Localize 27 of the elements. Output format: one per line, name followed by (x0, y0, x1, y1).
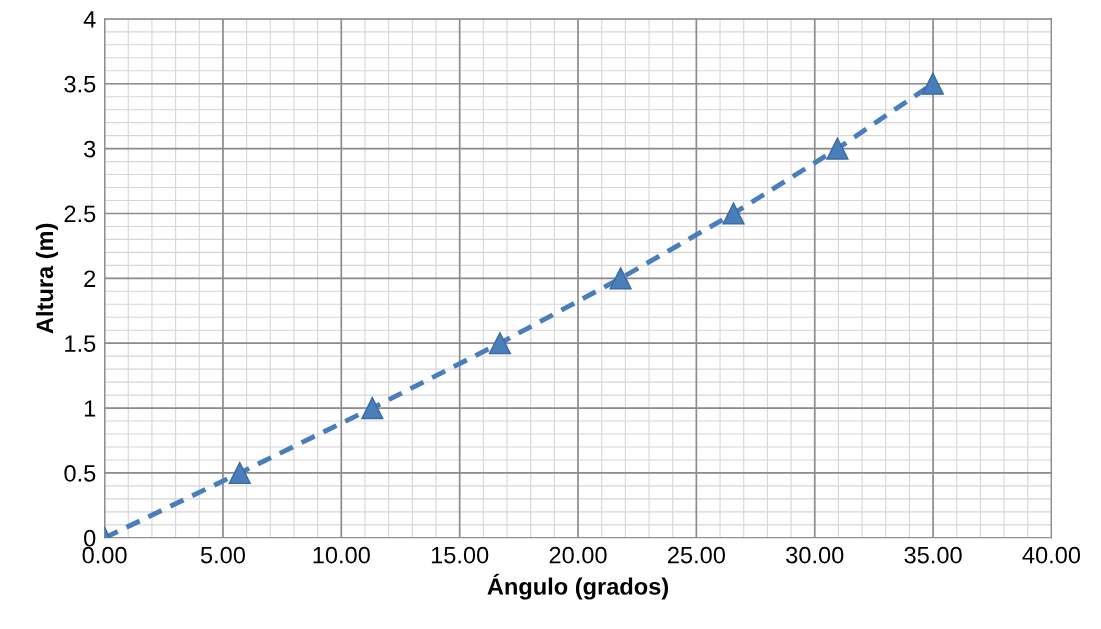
x-tick-label: 35.00 (904, 546, 962, 564)
y-tick-label: 1 (84, 400, 96, 417)
point (826, 137, 849, 160)
point (921, 72, 944, 95)
point (228, 461, 251, 485)
y-tick-label: 2 (84, 270, 96, 287)
point (722, 202, 745, 225)
point (609, 267, 632, 290)
y-tick-label: 0.5 (64, 465, 96, 482)
x-tick-label: 10.00 (313, 546, 370, 564)
x-tick-label: 20.00 (549, 546, 607, 564)
y-tick-label: 4 (83, 11, 96, 28)
point (488, 332, 512, 355)
point (361, 396, 384, 420)
x-tick-label: 30.00 (786, 546, 844, 564)
y-tick-label: 2.5 (64, 205, 96, 223)
y-axis-title: Altura (m) (35, 223, 58, 334)
y-tick-label: 3.5 (64, 75, 96, 93)
x-tick-label: 0.00 (82, 546, 127, 564)
y-tick-label: 0 (84, 529, 96, 547)
x-axis-title: Ángulo (grados) (487, 573, 669, 600)
x-tick-label: 15.00 (431, 546, 489, 564)
y-tick-label: 1.5 (65, 335, 96, 352)
x-tick-label: 25.00 (668, 546, 725, 564)
x-tick-label: 40.00 (1022, 546, 1081, 564)
y-tick-label: 3 (84, 140, 96, 158)
x-tick-label: 5.00 (200, 546, 246, 564)
